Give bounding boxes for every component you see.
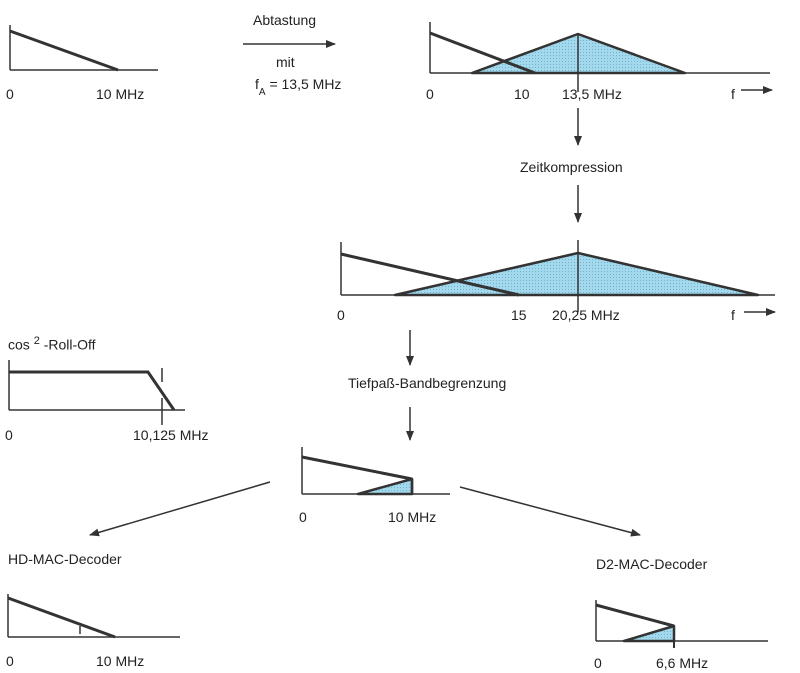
hd-mac-title: HD-MAC-Decoder (8, 551, 122, 567)
mit-label: mit (276, 54, 295, 70)
zeitkompression-label: Zeitkompression (520, 159, 623, 175)
compressed-spectrum (340, 240, 775, 312)
tick-zero-rolloff: 0 (5, 427, 13, 443)
tick-fifteen-compressed: 15 (511, 307, 527, 323)
tick-max-bandlimited: 10 MHz (388, 509, 437, 525)
hd-mac-spectrum (7, 594, 180, 639)
d2-mac-title: D2-MAC-Decoder (596, 556, 708, 572)
rolloff-title: cos 2 -Roll-Off (8, 335, 96, 353)
tick-max-d2-mac: 6,6 MHz (656, 655, 709, 671)
f-axis-label-mid: f (731, 307, 735, 323)
tick-zero-compressed: 0 (337, 307, 345, 323)
baseband-spectrum (9, 25, 158, 72)
tick-max-baseband: 10 MHz (96, 86, 145, 102)
f-axis-label-top: f (731, 86, 735, 102)
tick-zero-baseband: 0 (6, 86, 14, 102)
tick-zero-hd-mac: 0 (6, 653, 14, 669)
sampled-spectrum (429, 22, 770, 92)
bandlimited-spectrum (301, 447, 450, 496)
tick-center-compressed: 20,25 MHz (552, 307, 620, 323)
tick-zero-d2-mac: 0 (594, 655, 602, 671)
d2-mac-spectrum (595, 600, 768, 648)
tick-zero-bandlimited: 0 (299, 509, 307, 525)
tick-max-hd-mac: 10 MHz (96, 653, 145, 669)
tick-ten-sampled: 10 (514, 86, 530, 102)
abtastung-label: Abtastung (253, 12, 317, 28)
tiefpass-label: Tiefpaß-Bandbegrenzung (348, 375, 507, 391)
rolloff-filter (8, 360, 185, 425)
tick-center-sampled: 13,5 MHz (562, 86, 622, 102)
tick-max-rolloff: 10,125 MHz (133, 427, 209, 443)
sampling-frequency-label: fA = 13,5 MHz (255, 76, 342, 98)
arrow-to-d2-mac (459, 486, 641, 537)
tick-zero-sampled: 0 (426, 86, 434, 102)
arrow-to-hd-mac (89, 481, 271, 537)
